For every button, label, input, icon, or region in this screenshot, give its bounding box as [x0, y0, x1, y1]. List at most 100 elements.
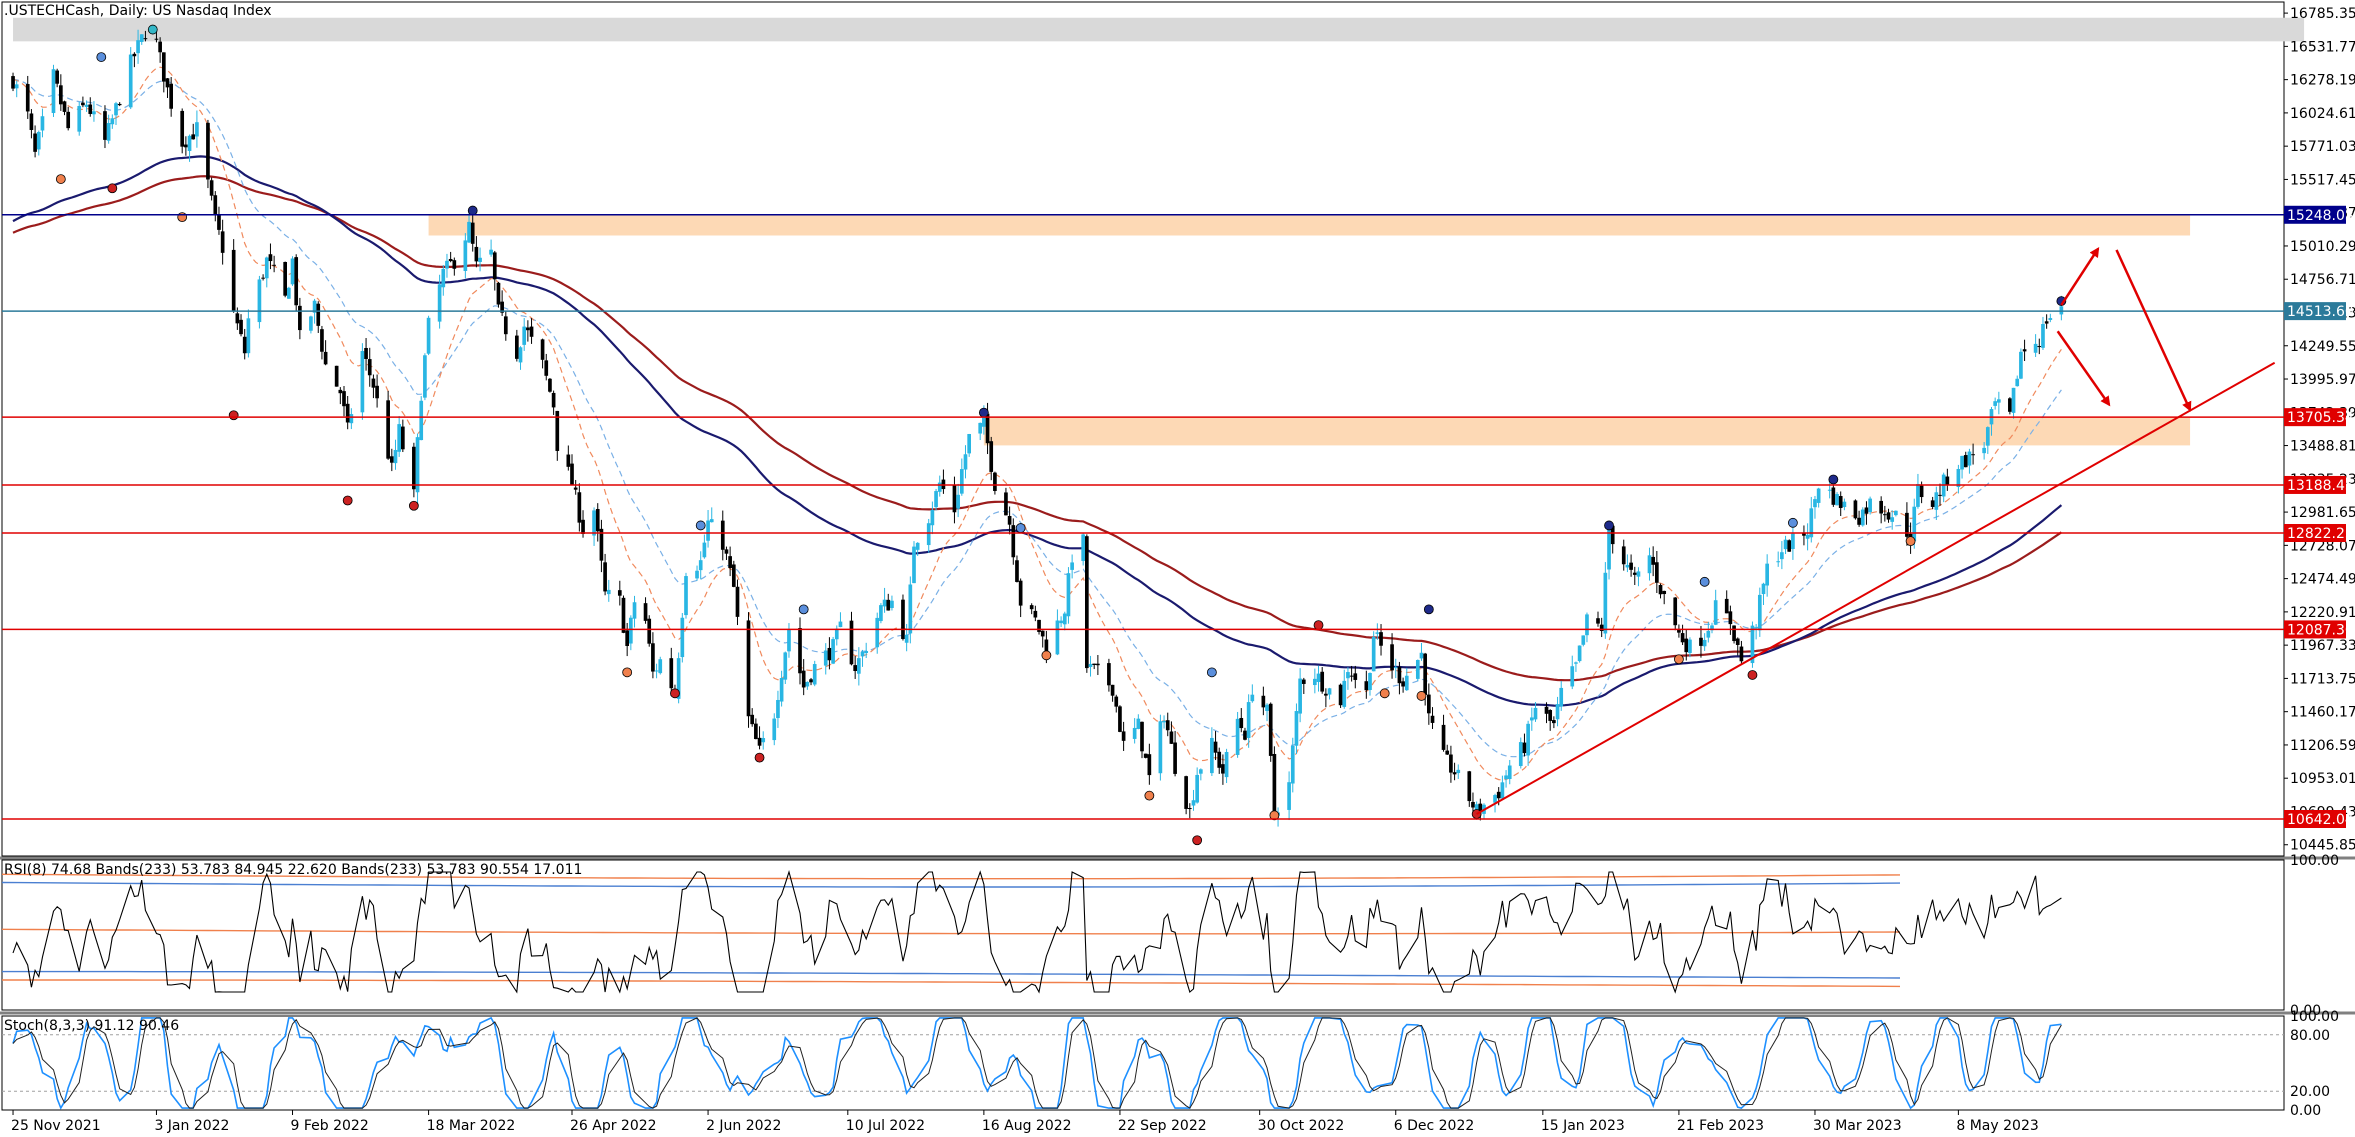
candle-body	[1809, 508, 1814, 538]
candle-body	[1342, 680, 1347, 707]
pivot-dot	[467, 205, 478, 216]
candle-body	[1835, 494, 1839, 506]
candle-body	[529, 326, 534, 337]
candle-body	[184, 144, 188, 148]
candle-body	[1886, 512, 1891, 520]
candle-body	[452, 260, 457, 269]
candle-body	[423, 355, 427, 398]
projection-arrow[interactable]	[2115, 249, 2192, 412]
candle-body	[1938, 494, 1942, 496]
candle-body	[812, 664, 817, 685]
candle-body	[1235, 718, 1240, 755]
candle-body	[709, 519, 714, 523]
candle-body	[702, 542, 707, 558]
projection-arrow[interactable]	[2056, 330, 2111, 407]
pivot-dot	[1747, 670, 1758, 680]
price-tag	[2284, 408, 2346, 427]
projection-arrow[interactable]	[2060, 246, 2100, 306]
candle-body	[787, 628, 791, 652]
candle-body	[84, 104, 89, 107]
candle-body	[772, 718, 777, 741]
candle-body	[595, 509, 600, 532]
candle-body	[393, 449, 398, 464]
rsi-lower-band-outer	[2, 979, 1901, 988]
candle-body	[603, 562, 607, 592]
candle-body	[1548, 710, 1553, 721]
candle-body	[993, 472, 997, 491]
candle-body	[360, 351, 365, 413]
ascending-trendline[interactable]	[1476, 361, 2276, 815]
candle-body	[1728, 611, 1733, 625]
candle-body	[114, 103, 118, 116]
rsi-pane[interactable]: 100.00 0.00	[0, 853, 2355, 1019]
candle-body	[1688, 639, 1692, 653]
candle-body	[1327, 688, 1332, 695]
candle-body	[647, 618, 652, 644]
candle-body	[103, 111, 107, 140]
price-tag-label: 12087.30	[2287, 622, 2354, 638]
price-tag-label: 14513.60	[2287, 304, 2354, 320]
candle-body	[467, 221, 471, 243]
candle-body	[1636, 571, 1641, 577]
candle-body	[180, 110, 185, 147]
candle-body	[731, 564, 736, 587]
candle-body	[287, 287, 291, 299]
stoch-title: Stoch(8,3,3) 91.12 90.46	[4, 1018, 179, 1034]
date-tick-label: 26 Apr 2022	[570, 1118, 657, 1134]
candle-body	[1430, 715, 1435, 723]
candle-body	[55, 70, 59, 84]
candle-body	[926, 523, 931, 546]
stochastic-pane[interactable]: 100.00 80.00 20.00 0.00	[1, 1009, 2339, 1119]
candle-body	[1449, 754, 1453, 773]
stoch-tick-label: 100.00	[2290, 1009, 2339, 1025]
candle-body	[805, 681, 810, 687]
candle-body	[345, 403, 350, 423]
candle-body	[934, 491, 938, 508]
price-tag	[2284, 302, 2346, 321]
candle-body	[1699, 637, 1703, 646]
candle-body	[169, 83, 173, 109]
candle-body	[930, 509, 935, 526]
pivot-dot	[55, 174, 66, 184]
price-tick-label: 12220.91	[2290, 605, 2355, 621]
candle-body	[1651, 556, 1655, 565]
candle-body	[1816, 488, 1821, 503]
candle-body	[1805, 534, 1810, 539]
candle-body	[1261, 695, 1266, 708]
candle-body	[1393, 667, 1398, 669]
date-tick-label: 16 Aug 2022	[982, 1118, 1072, 1134]
candle-body	[1853, 500, 1858, 519]
candle-body	[165, 78, 170, 88]
candle-body	[334, 365, 339, 387]
price-tick-label: 14756.71	[2290, 272, 2355, 288]
candle-body	[323, 351, 328, 365]
pivot-dot	[1269, 810, 1280, 821]
candle-body	[1930, 500, 1935, 507]
candle-body	[566, 454, 571, 467]
rsi-tick-label: 100.00	[2290, 853, 2339, 869]
candle-body	[1813, 499, 1817, 508]
candle-body	[257, 279, 262, 323]
candle-body	[1776, 561, 1781, 563]
candle-body	[1713, 600, 1718, 625]
candle-body	[1118, 706, 1122, 732]
candle-body	[1960, 455, 1964, 470]
candle-body	[492, 252, 497, 280]
candle-body	[1085, 536, 1089, 669]
candle-body	[1761, 583, 1766, 595]
candle-body	[261, 277, 265, 279]
candle-body	[1004, 492, 1008, 516]
candle-body	[62, 101, 67, 112]
symbol-title: .USTECHCash, Daily: US Nasdaq Index	[4, 3, 272, 19]
candle-body	[1555, 704, 1560, 720]
main-price-pane[interactable]: 16785.35 16531.77 16278.19 16024.61 15771.03…	[0, 1, 2355, 860]
candle-body	[1827, 489, 1832, 491]
candle-body	[40, 116, 45, 131]
rsi-line	[12, 870, 2062, 994]
candle-body	[338, 389, 343, 394]
candle-body	[1158, 721, 1163, 774]
candle-body	[81, 102, 85, 106]
stoch-tick-label: 80.00	[2290, 1028, 2330, 1044]
candle-body	[117, 103, 122, 106]
